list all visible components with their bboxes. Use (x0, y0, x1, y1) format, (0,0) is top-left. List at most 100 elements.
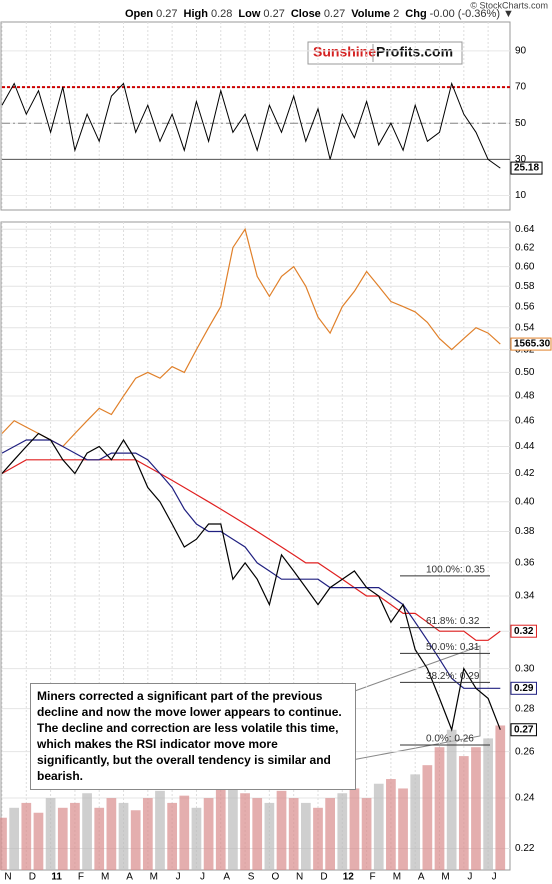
volume-bar (45, 798, 56, 870)
x-tick-label: M (150, 872, 158, 883)
copyright: © StockCharts.com (470, 0, 548, 10)
x-tick-label: M (101, 872, 109, 883)
x-tick-label: A (418, 872, 425, 883)
x-tick-label: J (176, 872, 181, 883)
x-tick-label: D (320, 872, 327, 883)
logo-box (307, 41, 463, 65)
x-tick-label: 12 (343, 872, 355, 883)
y-tick-label: 0.38 (515, 526, 535, 537)
header: Open 0.27 High 0.28 Low 0.27 Close 0.27 Volume 2 C… (125, 8, 514, 20)
volume-bar (203, 798, 214, 870)
rsi-tick-label: 50 (515, 118, 527, 129)
y-tick-label: 0.40 (515, 496, 535, 507)
volume-bar (252, 798, 263, 870)
volume-bar (118, 802, 129, 870)
y-tick-label: 0.30 (515, 663, 535, 674)
header-label: Volume (351, 8, 390, 20)
volume-bar (0, 817, 7, 870)
volume-bar (215, 788, 226, 870)
x-tick-label: O (271, 872, 279, 883)
x-tick-label: N (296, 872, 303, 883)
last-value-box (510, 723, 537, 737)
rsi-panel (0, 21, 511, 211)
volume-bar (94, 807, 105, 870)
volume-bar (495, 725, 506, 870)
last-value-text: 0.27 (514, 724, 534, 735)
volume-bar (434, 747, 445, 870)
volume-bar (398, 788, 408, 870)
volume-bar (458, 756, 469, 870)
volume-bar (276, 790, 287, 870)
volume-bar (240, 793, 250, 870)
series-line (1, 227, 501, 448)
last-value-text: 1565.30 (514, 339, 551, 350)
volume-bar (422, 765, 433, 870)
volume-bar (228, 783, 238, 870)
header-label: Chg (405, 8, 426, 20)
last-value-text: 0.29 (514, 683, 534, 694)
volume-bar (313, 807, 323, 870)
y-tick-label: 0.46 (515, 415, 535, 426)
x-tick-label: N (4, 872, 11, 883)
volume-bar (33, 812, 44, 870)
x-tick-label: F (370, 872, 376, 883)
y-tick-label: 0.42 (515, 468, 535, 479)
last-value-label: 25.18 (510, 161, 543, 175)
header-label: High (184, 8, 209, 20)
volume-bar (471, 747, 481, 870)
y-tick-label: 0.44 (515, 441, 535, 452)
x-tick-label: D (29, 872, 36, 883)
fib-label: 100.0%: 0.35 (426, 565, 485, 576)
volume-bar (337, 793, 348, 870)
series-line (1, 439, 501, 689)
x-tick-label: S (248, 872, 255, 883)
volume-bar (21, 802, 32, 870)
last-value-label: 0.27 (510, 723, 537, 737)
volume-bar (9, 807, 20, 870)
header-value: 0.27 (263, 8, 284, 20)
last-value-label: 0.32 (510, 624, 537, 638)
volume-bar (167, 802, 178, 870)
volume-bar (325, 798, 335, 870)
volume-bar (300, 802, 311, 870)
x-tick-label: F (78, 872, 84, 883)
x-tick-label: J (467, 872, 472, 883)
x-tick-label: M (441, 872, 449, 883)
x-tick-label: J (200, 872, 205, 883)
x-tick-label: J (492, 872, 497, 883)
y-tick-label: 0.64 (515, 224, 535, 235)
rsi-line (1, 81, 501, 169)
last-value-box (510, 624, 537, 638)
y-tick-label: 0.26 (515, 746, 535, 757)
volume-bar (288, 798, 299, 870)
y-tick-label: 0.56 (515, 301, 535, 312)
last-value-box (510, 161, 543, 175)
volume-bar (106, 798, 117, 870)
rsi-tick-label: 30 (515, 154, 527, 165)
y-tick-label: 0.54 (515, 322, 535, 333)
header-value: 0.28 (211, 8, 232, 20)
volume-bar (361, 798, 372, 870)
x-tick-label: 11 (51, 872, 62, 883)
rsi-tick-label: 90 (515, 46, 527, 57)
fib-label: 50.0%: 0.31 (426, 642, 480, 653)
x-tick-label: A (126, 872, 133, 883)
volume-bar (410, 774, 421, 870)
rsi-tick-label: 70 (515, 82, 527, 93)
y-tick-label: 0.24 (515, 793, 535, 804)
volume-bar (70, 802, 80, 870)
y-tick-label: 0.36 (515, 558, 535, 569)
volume-bar (142, 798, 153, 870)
y-tick-label: 0.58 (515, 281, 535, 292)
y-tick-label: 0.62 (515, 242, 535, 253)
volume-bar (155, 790, 165, 870)
fib-label: 38.2%: 0.29 (426, 671, 480, 682)
volume-bar (349, 788, 360, 870)
volume-bar (264, 802, 275, 870)
y-tick-label: 0.50 (515, 367, 535, 378)
volume-bar (82, 793, 92, 870)
volume-bar (191, 807, 202, 870)
header-label: Close (291, 8, 321, 20)
volume-bar (483, 738, 493, 870)
